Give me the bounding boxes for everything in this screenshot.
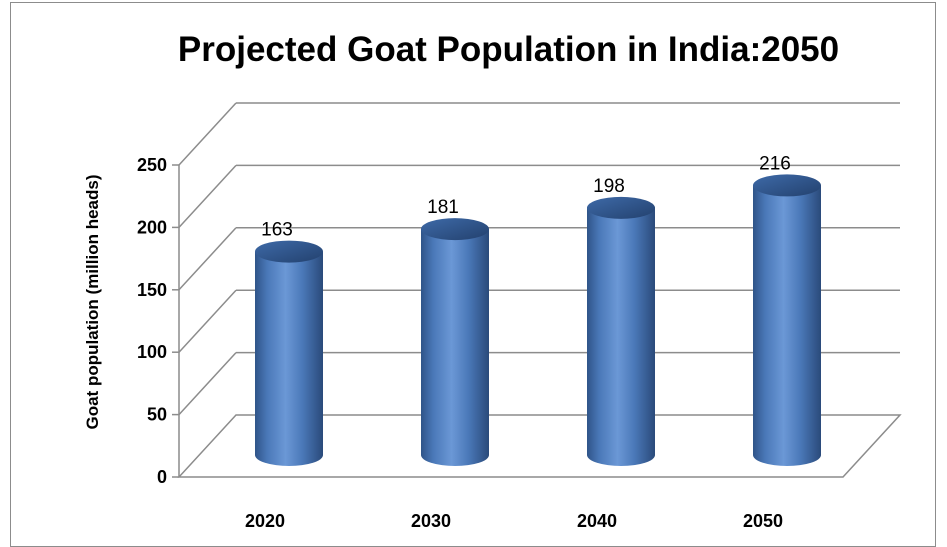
gridline-side <box>178 164 237 228</box>
bar-body <box>753 185 821 466</box>
data-label: 216 <box>759 153 791 174</box>
bar-top <box>753 174 821 197</box>
y-tick-label: 200 <box>137 217 167 237</box>
y-tick-label: 50 <box>147 405 167 425</box>
gridline-side <box>178 102 237 166</box>
bar-top <box>587 196 655 219</box>
x-tick-label: 2040 <box>577 511 617 531</box>
x-tick-label: 2050 <box>743 511 783 531</box>
bar-2040 <box>587 196 655 466</box>
bar-2030 <box>421 218 489 466</box>
gridline-side <box>178 289 237 353</box>
x-tick-label: 2020 <box>245 511 285 531</box>
bar-2020 <box>255 240 323 466</box>
data-label: 181 <box>427 197 459 218</box>
x-tick-label: 2030 <box>411 511 451 531</box>
gridline-side <box>178 227 237 291</box>
chart-title: Projected Goat Population in India:2050 <box>177 30 840 69</box>
bar-body <box>587 207 655 466</box>
data-label: 198 <box>593 176 625 197</box>
bar-top <box>421 218 489 241</box>
y-tick-label: 150 <box>137 280 167 300</box>
data-label: 163 <box>261 220 293 241</box>
y-tick-label: 100 <box>137 342 167 362</box>
axes: 0 50 100 150 200 250 <box>137 155 902 487</box>
labels: 163 2020 181 2030 198 2040 216 2050 <box>245 153 791 531</box>
bars <box>255 174 821 466</box>
bar-top <box>255 240 323 263</box>
bar-body <box>421 229 489 466</box>
y-tick-label: 250 <box>137 155 167 175</box>
gridline-side <box>178 352 237 416</box>
chart-floor <box>177 414 902 478</box>
y-tick-label: 0 <box>157 467 167 487</box>
bar-body <box>255 251 323 466</box>
bar-2050 <box>753 174 821 466</box>
